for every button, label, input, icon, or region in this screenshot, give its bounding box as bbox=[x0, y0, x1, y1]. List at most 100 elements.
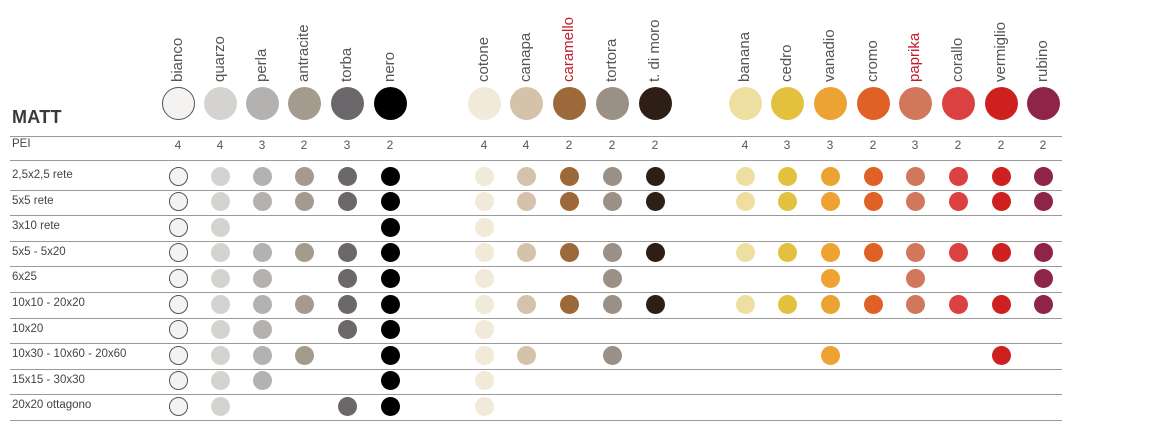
format-label: 20x20 ottagono bbox=[12, 399, 92, 412]
pei-value: 3 bbox=[826, 138, 834, 152]
availability-dot bbox=[820, 268, 840, 288]
pei-value: 4 bbox=[480, 138, 488, 152]
format-label: 10x10 - 20x20 bbox=[12, 297, 85, 309]
availability-dot bbox=[777, 166, 797, 186]
pei-value: 2 bbox=[565, 138, 573, 152]
availability-dot bbox=[1033, 192, 1053, 212]
column-name-corallo: corallo bbox=[949, 37, 966, 82]
availability-dot bbox=[380, 192, 400, 212]
availability-dot bbox=[168, 268, 188, 288]
pei-value: 2 bbox=[954, 138, 962, 152]
availability-dot bbox=[948, 243, 968, 263]
pei-value: 2 bbox=[651, 138, 659, 152]
availability-dot bbox=[735, 243, 755, 263]
availability-dot bbox=[991, 294, 1011, 314]
column-name-t-di-moro: t. di moro bbox=[646, 19, 663, 82]
color-swatch bbox=[984, 86, 1018, 120]
availability-dot bbox=[735, 294, 755, 314]
availability-dot bbox=[337, 320, 357, 340]
availability-dot bbox=[210, 268, 230, 288]
color-swatch bbox=[728, 86, 762, 120]
availability-dot bbox=[252, 320, 272, 340]
availability-dot bbox=[645, 294, 665, 314]
color-swatch bbox=[287, 86, 321, 120]
availability-dot bbox=[474, 345, 494, 365]
availability-dot bbox=[474, 192, 494, 212]
availability-dot bbox=[210, 166, 230, 186]
availability-dot bbox=[735, 166, 755, 186]
availability-dot bbox=[294, 192, 314, 212]
availability-dot bbox=[516, 243, 536, 263]
availability-dot bbox=[905, 243, 925, 263]
availability-dot bbox=[168, 320, 188, 340]
availability-dot bbox=[210, 320, 230, 340]
availability-dot bbox=[210, 243, 230, 263]
availability-dot bbox=[252, 345, 272, 365]
availability-dot bbox=[252, 371, 272, 391]
availability-dot bbox=[380, 217, 400, 237]
availability-dot bbox=[948, 192, 968, 212]
availability-dot bbox=[645, 166, 665, 186]
availability-dot bbox=[337, 166, 357, 186]
format-label: 10x20 bbox=[12, 322, 44, 335]
row-divider bbox=[10, 241, 1062, 242]
pei-value: 4 bbox=[174, 138, 182, 152]
availability-dot bbox=[380, 294, 400, 314]
availability-dot bbox=[820, 192, 840, 212]
availability-dot bbox=[820, 243, 840, 263]
column-name-torba: torba bbox=[338, 47, 355, 82]
availability-dot bbox=[337, 268, 357, 288]
pei-value: 3 bbox=[783, 138, 791, 152]
availability-dot bbox=[559, 294, 579, 314]
availability-dot bbox=[863, 294, 883, 314]
row-divider bbox=[10, 394, 1062, 395]
row-divider bbox=[10, 292, 1062, 293]
availability-dot bbox=[210, 371, 230, 391]
availability-dot bbox=[516, 294, 536, 314]
color-swatch bbox=[595, 86, 629, 120]
pei-label: PEI bbox=[12, 138, 31, 150]
color-swatch bbox=[856, 86, 890, 120]
availability-dot bbox=[380, 371, 400, 391]
pei-value: 2 bbox=[997, 138, 1005, 152]
column-name-cedro: cedro bbox=[778, 44, 795, 82]
pei-value: 2 bbox=[608, 138, 616, 152]
availability-dot bbox=[168, 217, 188, 237]
availability-dot bbox=[905, 166, 925, 186]
availability-dot bbox=[863, 243, 883, 263]
availability-dot bbox=[777, 294, 797, 314]
availability-dot bbox=[1033, 166, 1053, 186]
row-divider bbox=[10, 420, 1062, 421]
format-label: 15x15 - 30x30 bbox=[12, 373, 85, 386]
color-swatch bbox=[330, 86, 364, 120]
availability-dot bbox=[1033, 243, 1053, 263]
column-name-quarzo: quarzo bbox=[211, 36, 228, 82]
availability-dot bbox=[294, 243, 314, 263]
availability-dot bbox=[168, 294, 188, 314]
availability-dot bbox=[168, 192, 188, 212]
availability-dot bbox=[380, 345, 400, 365]
pei-value: 2 bbox=[1039, 138, 1047, 152]
column-name-nero: nero bbox=[381, 51, 398, 82]
availability-dot bbox=[380, 268, 400, 288]
availability-dot bbox=[602, 166, 622, 186]
column-name-antracite: antracite bbox=[295, 24, 312, 82]
availability-dot bbox=[380, 320, 400, 340]
availability-dot bbox=[380, 243, 400, 263]
availability-dot bbox=[474, 320, 494, 340]
column-name-caramello: caramello bbox=[560, 16, 577, 82]
row-divider bbox=[10, 215, 1062, 216]
availability-dot bbox=[337, 243, 357, 263]
pei-value: 4 bbox=[741, 138, 749, 152]
color-swatch bbox=[552, 86, 586, 120]
color-swatch bbox=[638, 86, 672, 120]
availability-dot bbox=[380, 166, 400, 186]
column-name-tortora: tortora bbox=[603, 38, 620, 82]
row-divider bbox=[10, 266, 1062, 267]
availability-dot bbox=[337, 192, 357, 212]
color-swatch bbox=[941, 86, 975, 120]
availability-dot bbox=[948, 166, 968, 186]
format-label: 5x5 - 5x20 bbox=[12, 245, 66, 258]
color-swatch bbox=[467, 86, 501, 120]
availability-dot bbox=[168, 371, 188, 391]
